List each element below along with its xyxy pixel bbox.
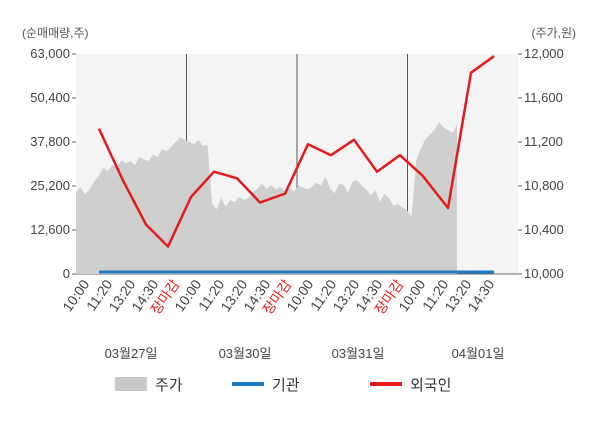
- foreign-line: [97, 55, 495, 248]
- right-tick-label: 10,400: [524, 222, 564, 237]
- left-tick-label: 0: [63, 266, 70, 281]
- legend: 주가 기관 외국인: [115, 377, 451, 394]
- legend-label: 주가: [155, 377, 183, 394]
- x-axis: 10:0011:2013:2014:30장마감10:0011:2013:2014…: [59, 276, 497, 317]
- right-axis-unit: (주가,원): [532, 26, 576, 40]
- right-tick-label: 10,000: [524, 266, 564, 281]
- legend-swatch-1: [232, 382, 264, 386]
- legend-label: 외국인: [410, 377, 451, 394]
- legend-swatch-price: [115, 377, 147, 391]
- day-label: 03월30일: [219, 346, 272, 361]
- day-label: 03월27일: [105, 346, 158, 361]
- right-axis: 12,000 11,600 11,200 10,800 10,400 10,000: [518, 46, 564, 281]
- price-area: [76, 122, 457, 274]
- right-tick-label: 11,600: [524, 90, 563, 105]
- legend-swatch-2: [370, 382, 402, 386]
- left-tick-label: 63,000: [30, 46, 70, 61]
- day-label: 03월31일: [332, 346, 385, 361]
- day-labels: 03월27일 03월30일 03월31일 04월01일: [105, 346, 505, 361]
- legend-label: 기관: [272, 377, 300, 394]
- right-tick-label: 11,200: [524, 134, 563, 149]
- left-tick-label: 37,800: [30, 134, 70, 149]
- right-tick-label: 12,000: [524, 46, 564, 61]
- left-tick-label: 12,600: [30, 222, 70, 237]
- foreign-series: [97, 55, 495, 248]
- left-axis-unit: (순매매량,주): [22, 26, 89, 40]
- day-label: 04월01일: [452, 346, 505, 361]
- left-tick-label: 25,200: [30, 178, 70, 193]
- price-area-series: [76, 122, 457, 274]
- left-axis: 63,000 50,400 37,800 25,200 12,600 0: [30, 46, 76, 281]
- left-tick-label: 50,400: [30, 90, 70, 105]
- right-tick-label: 10,800: [524, 178, 564, 193]
